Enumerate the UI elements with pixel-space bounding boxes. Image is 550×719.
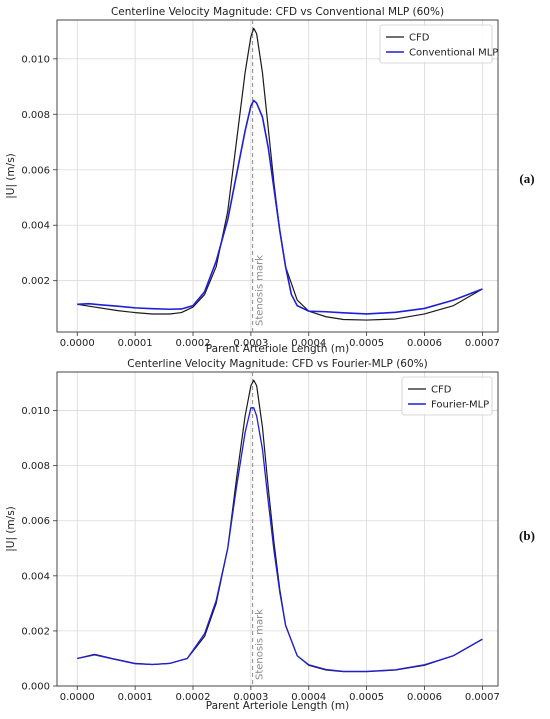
legend-label: CFD (431, 385, 452, 396)
y-tick-label: 0.002 (21, 276, 50, 287)
x-tick-label: 0.0006 (407, 338, 442, 349)
y-axis-label: |U| (m/s) (5, 153, 17, 199)
x-tick-label: 0.0002 (176, 338, 211, 349)
legend-box (401, 376, 493, 416)
y-tick-label: 0.004 (21, 221, 50, 232)
y-tick-label: 0.010 (21, 406, 50, 417)
x-tick-label: 0.0005 (349, 692, 384, 703)
x-tick-label: 0.0002 (176, 692, 211, 703)
x-tick-label: 0.0007 (465, 692, 500, 703)
x-tick-label: 0.0005 (349, 338, 384, 349)
y-axis-label: |U| (m/s) (5, 506, 17, 552)
x-tick-label: 0.0001 (118, 338, 153, 349)
panel-label: (a) (519, 171, 534, 186)
legend-box (379, 24, 493, 64)
x-tick-label: 0.0003 (233, 692, 268, 703)
y-tick-label: 0.008 (21, 110, 50, 121)
series-line-cfd (77, 379, 483, 673)
series-line-fourier-mlp (77, 407, 483, 673)
y-tick-label: 0.006 (21, 516, 50, 527)
chart-title: Centerline Velocity Magnitude: CFD vs Co… (111, 6, 444, 18)
stenosis-mark-label: Stenosis mark (255, 609, 266, 680)
legend-label: Fourier-MLP (431, 400, 489, 411)
x-tick-label: 0.0004 (291, 692, 326, 703)
y-tick-label: 0.010 (21, 54, 50, 65)
x-tick-label: 0.0003 (233, 338, 268, 349)
chart-panel-a: 0.0000 0.0001 0.0002 0.0003 0.0004 0.0005 0.00… (5, 6, 535, 355)
x-tick-label: 0.0000 (60, 692, 95, 703)
y-tick-label: 0.002 (21, 626, 50, 637)
y-tick-label: 0.006 (21, 165, 50, 176)
x-axis-label: Parent Arteriole Length (m) (206, 700, 349, 712)
chart-panel-b: 0.0000 0.0001 0.0002 0.0003 0.0004 0.0005 0.00… (5, 358, 535, 712)
legend-label: CFD (409, 33, 430, 44)
y-tick-label: 0.000 (21, 682, 50, 693)
x-tick-label: 0.0007 (465, 338, 500, 349)
series-line-cfd (77, 27, 483, 321)
plot-frame (56, 371, 499, 687)
y-tick-label: 0.008 (21, 461, 50, 472)
x-tick-label: 0.0001 (118, 692, 153, 703)
x-tick-label: 0.0004 (291, 338, 326, 349)
plot-frame (56, 19, 499, 333)
x-axis-label: Parent Arteriole Length (m) (206, 343, 349, 355)
x-tick-label: 0.0006 (407, 692, 442, 703)
y-tick-label: 0.004 (21, 571, 50, 582)
x-tick-label: 0.0000 (60, 338, 95, 349)
legend-label: Conventional MLP (409, 48, 498, 59)
panel-label: (b) (519, 528, 535, 543)
chart-title: Centerline Velocity Magnitude: CFD vs Fo… (127, 358, 427, 370)
stenosis-mark-label: Stenosis mark (255, 255, 266, 326)
series-line-conventional-mlp (77, 99, 483, 315)
